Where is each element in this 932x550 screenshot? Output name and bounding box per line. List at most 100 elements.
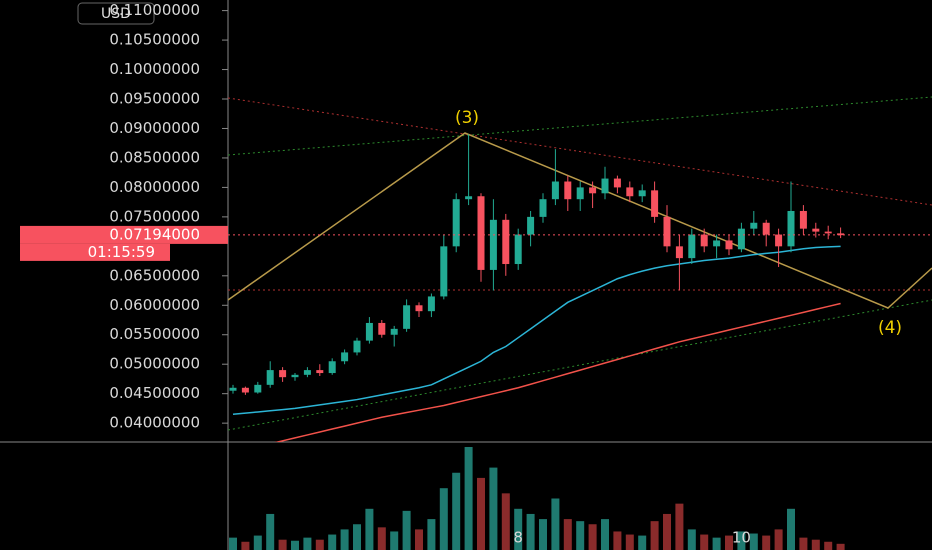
volume-bar	[563, 519, 572, 550]
volume-bar	[402, 510, 411, 550]
x-tick-label: 10	[732, 529, 751, 547]
countdown-badge	[20, 243, 170, 261]
candle-body	[675, 246, 683, 259]
y-tick-label: 0.04000000	[109, 414, 200, 432]
trend-line	[227, 97, 932, 206]
volume-bar	[551, 498, 560, 550]
candle-body	[291, 374, 299, 378]
currency-badge[interactable]	[77, 2, 155, 25]
wave-line	[227, 132, 932, 309]
candle-body	[651, 190, 659, 217]
candle-body	[316, 370, 324, 374]
volume-bar	[427, 519, 436, 550]
volume-bar	[340, 529, 349, 550]
candle-body	[241, 387, 249, 393]
volume-bar	[253, 535, 262, 550]
volume-bar	[737, 531, 746, 550]
candle-body	[328, 361, 336, 374]
candle-body	[700, 234, 708, 247]
volume-bar	[241, 541, 250, 550]
y-tick-label: 0.06000000	[109, 296, 200, 314]
volume-bar	[377, 527, 386, 550]
volume-bar	[811, 539, 820, 550]
y-tick-label: 0.08500000	[109, 148, 200, 166]
volume-bar	[749, 533, 758, 550]
volume-bar	[787, 508, 795, 550]
volume-bar	[762, 535, 771, 550]
volume-bar	[439, 488, 448, 550]
volume-bar	[477, 477, 485, 550]
moving-average	[274, 302, 841, 442]
candle-body	[539, 199, 547, 217]
y-tick-label: 0.09000000	[109, 119, 200, 137]
candle-body	[502, 219, 510, 265]
candle-body	[440, 246, 448, 297]
volume-bar	[675, 503, 684, 550]
last-price-label: 0.07194000	[109, 225, 200, 243]
candle-body	[564, 181, 572, 200]
volume-bar	[291, 540, 299, 550]
candle-body	[725, 240, 733, 250]
volume-bar	[539, 519, 547, 550]
candle-body	[489, 219, 497, 270]
volume-bar	[489, 467, 498, 550]
volume-bar	[526, 513, 535, 550]
candle-body	[254, 384, 262, 393]
volume-bar	[700, 534, 709, 550]
y-tick-label: 0.11000000	[109, 1, 200, 19]
y-tick-label: 0.10500000	[109, 31, 200, 49]
candle-body	[378, 322, 386, 335]
candle-body	[477, 196, 485, 270]
y-tick-label: 0.05000000	[109, 355, 200, 373]
candle-body	[787, 210, 795, 247]
candle-body	[713, 240, 721, 247]
y-tick-label: 0.04500000	[109, 384, 200, 402]
candle-body	[403, 305, 411, 329]
volume-bar	[390, 531, 399, 550]
candle-body	[353, 340, 361, 353]
candle-body	[465, 196, 473, 200]
candle-body	[638, 190, 646, 197]
y-tick-label: 0.07500000	[109, 207, 200, 225]
candle-body	[663, 216, 671, 247]
candle-body	[341, 352, 349, 362]
candle-body	[775, 234, 783, 247]
volume-bar	[712, 537, 721, 550]
wave-label: (4)	[878, 318, 902, 338]
candle-body	[688, 234, 696, 259]
candle-body	[799, 210, 807, 229]
volume-bar	[774, 529, 783, 550]
candle-body	[266, 370, 274, 385]
volume-bar	[415, 529, 423, 550]
y-tick-label: 0.09500000	[109, 90, 200, 108]
currency-label: USD	[101, 6, 131, 22]
volume-bar	[725, 535, 733, 550]
countdown-label: 01:15:59	[88, 243, 155, 261]
volume-bar	[824, 541, 833, 550]
candle-body	[613, 178, 621, 188]
volume-bar	[613, 531, 622, 550]
candle-body	[737, 228, 745, 250]
volume-bar	[836, 543, 845, 550]
wave-label: (3)	[455, 108, 479, 128]
candle-body	[837, 233, 845, 236]
volume-bar	[303, 537, 312, 550]
volume-bar	[278, 539, 287, 550]
volume-bar	[576, 521, 585, 550]
y-tick-label: 0.06500000	[109, 266, 200, 284]
candle-body	[576, 187, 584, 200]
candle-body	[551, 181, 559, 200]
volume-bar	[601, 519, 609, 550]
volume-bar	[663, 513, 671, 550]
volume-bar	[625, 534, 634, 550]
volume-bar	[328, 534, 337, 550]
volume-bar	[365, 508, 374, 550]
candle-body	[527, 216, 535, 235]
candle-body	[390, 328, 398, 335]
volume-bar	[315, 539, 324, 550]
volume-bar	[650, 521, 659, 550]
volume-bar	[229, 537, 237, 550]
price-badge	[20, 225, 228, 244]
candle-body	[452, 199, 460, 247]
candle-body	[589, 187, 597, 194]
